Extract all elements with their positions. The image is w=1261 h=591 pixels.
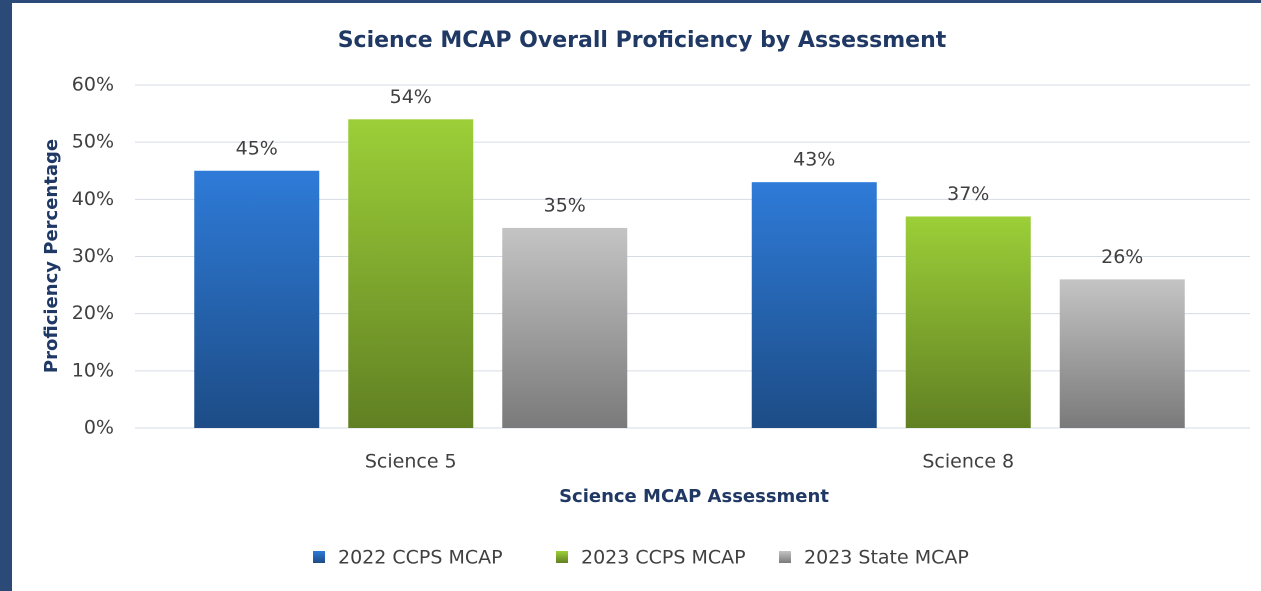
legend-label: 2023 CCPS MCAP [581,547,746,569]
x-tick-label: Science 5 [365,451,457,473]
bar [1059,279,1185,428]
frame-left [0,0,12,591]
data-label: 35% [544,194,586,216]
bar [502,227,628,428]
data-label: 43% [793,149,835,171]
bar [751,182,877,428]
data-label: 54% [390,86,432,108]
data-label: 37% [947,183,989,205]
y-axis-title: Proficiency Percentage [41,139,62,373]
legend-swatch [313,551,325,563]
y-tick-label: 20% [72,302,114,324]
data-label: 45% [236,137,278,159]
legend-swatch [779,551,791,563]
bar [194,170,320,428]
bar [348,119,474,429]
chart-title: Science MCAP Overall Proficiency by Asse… [338,28,947,53]
legend-label: 2023 State MCAP [804,547,969,569]
y-tick-label: 60% [72,74,114,96]
legend-swatch [556,551,568,563]
y-tick-label: 30% [72,245,114,267]
y-tick-label: 40% [72,188,114,210]
data-label: 26% [1101,246,1143,268]
x-tick-label: Science 8 [922,451,1014,473]
y-tick-label: 50% [72,131,114,153]
y-tick-label: 0% [84,417,114,439]
frame-top [0,0,1261,3]
x-axis-title: Science MCAP Assessment [559,486,829,507]
y-tick-label: 10% [72,359,114,381]
legend-label: 2022 CCPS MCAP [338,547,503,569]
bar [905,216,1031,428]
